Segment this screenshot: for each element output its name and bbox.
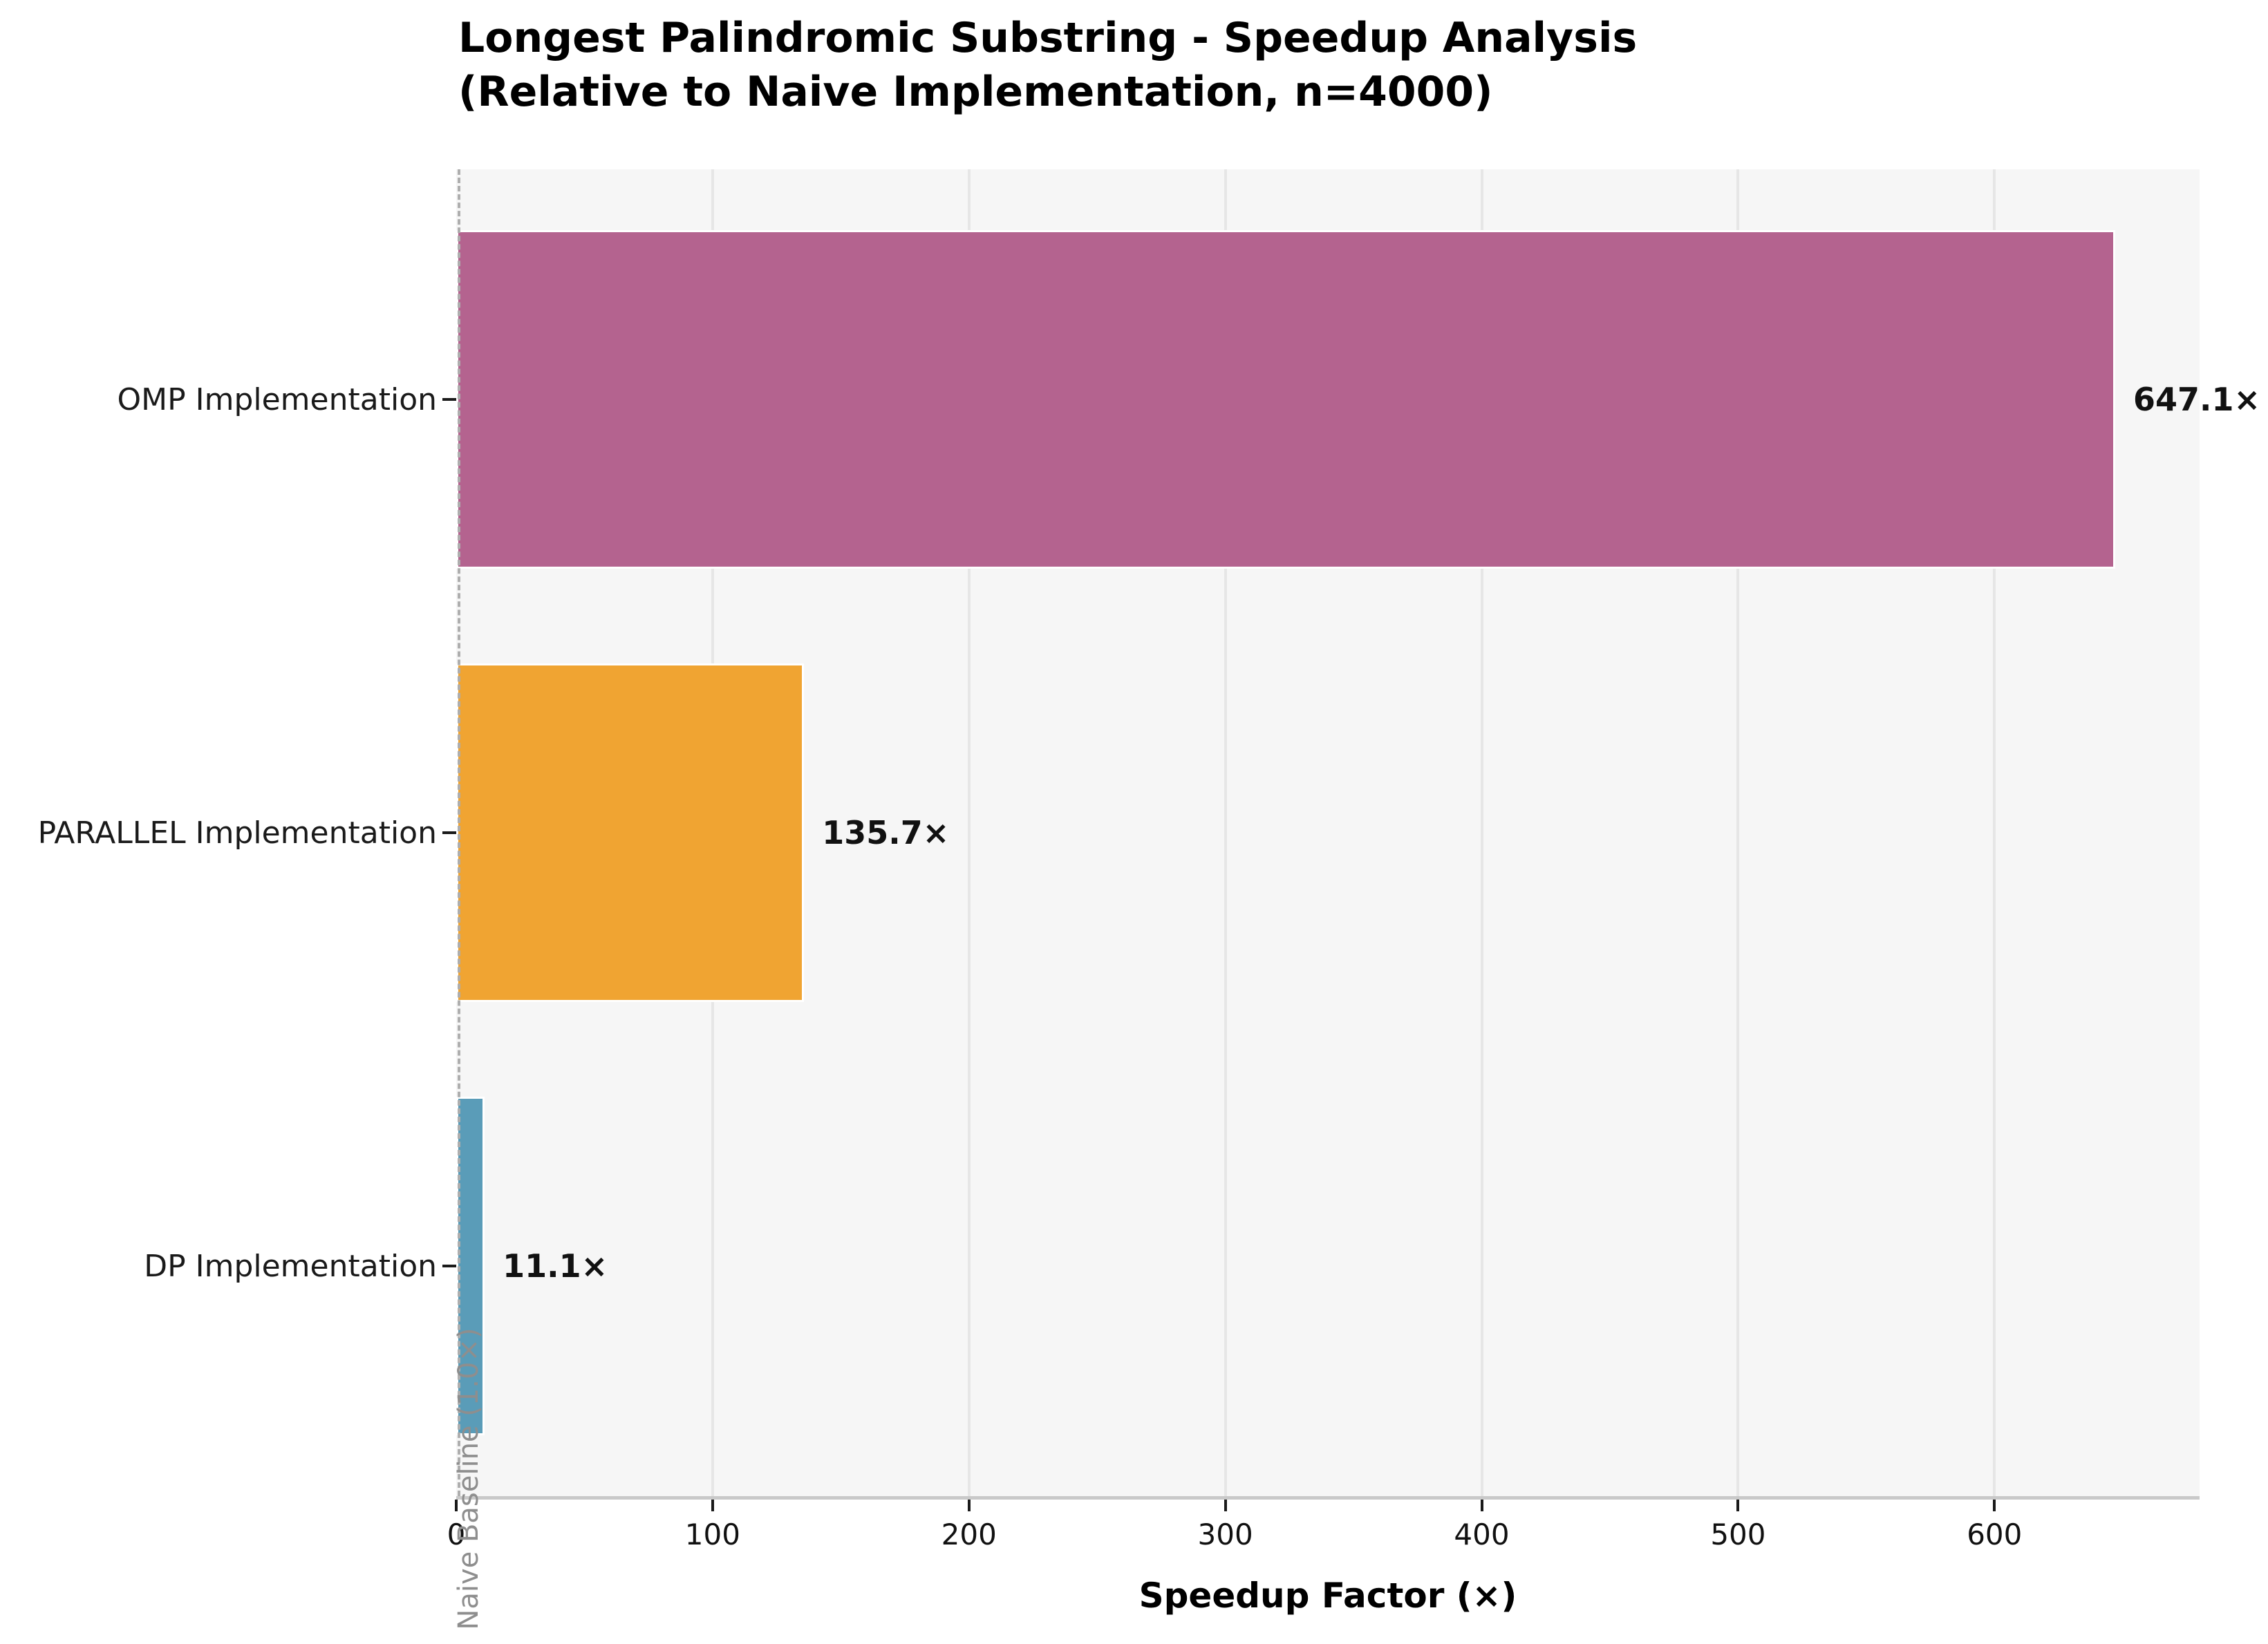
bar-dp-implementation: [456, 1097, 485, 1435]
x-tick-label-200: 200: [941, 1518, 997, 1551]
gridline-x-500: [1736, 169, 1740, 1496]
gridline-x-600: [1993, 169, 1996, 1496]
plot-area: 647.1× 135.7× 11.1×: [456, 169, 2260, 1496]
x-tick-mark-300: [1224, 1500, 1227, 1511]
x-axis-title: Speedup Factor (×): [1138, 1576, 1517, 1616]
gridline-x-200: [967, 169, 971, 1496]
naive-baseline-label: Naive Baseline (1.0×): [453, 1328, 485, 1630]
x-tick-label-500: 500: [1710, 1518, 1766, 1551]
x-tick-mark-400: [1480, 1500, 1483, 1511]
x-tick-mark-100: [711, 1500, 714, 1511]
x-tick-label-300: 300: [1197, 1518, 1253, 1551]
x-tick-mark-0: [455, 1500, 458, 1511]
bar-value-label: 11.1×: [503, 1247, 608, 1285]
gridline-x-400: [1480, 169, 1483, 1496]
x-tick-label-100: 100: [684, 1518, 740, 1551]
x-axis-spine: [456, 1496, 2200, 1500]
chart-title-block: Longest Palindromic Substring - Speedup …: [458, 11, 1637, 119]
chart-subtitle: (Relative to Naive Implementation, n=400…: [458, 68, 1493, 116]
gridline-x-300: [1224, 169, 1227, 1496]
bar-value-label: 647.1×: [2133, 381, 2261, 418]
chart-title: Longest Palindromic Substring - Speedup …: [458, 14, 1638, 62]
x-tick-mark-200: [967, 1500, 971, 1511]
bar-value-label: 135.7×: [822, 814, 950, 851]
x-tick-mark-600: [1993, 1500, 1996, 1511]
bar-omp-implementation: [456, 230, 2115, 569]
y-tick-mark: [442, 831, 456, 834]
y-category-label: OMP Implementation: [117, 381, 438, 417]
x-tick-label-0: 0: [447, 1518, 466, 1551]
y-category-label: DP Implementation: [144, 1248, 437, 1284]
x-tick-label-400: 400: [1454, 1518, 1510, 1551]
x-tick-mark-500: [1736, 1500, 1740, 1511]
y-tick-mark: [442, 398, 456, 401]
x-tick-label-600: 600: [1967, 1518, 2023, 1551]
y-tick-mark: [442, 1265, 456, 1267]
bar-parallel-implementation: [456, 663, 805, 1002]
naive-baseline-line: [457, 169, 460, 1496]
y-category-label: PARALLEL Implementation: [37, 815, 437, 851]
